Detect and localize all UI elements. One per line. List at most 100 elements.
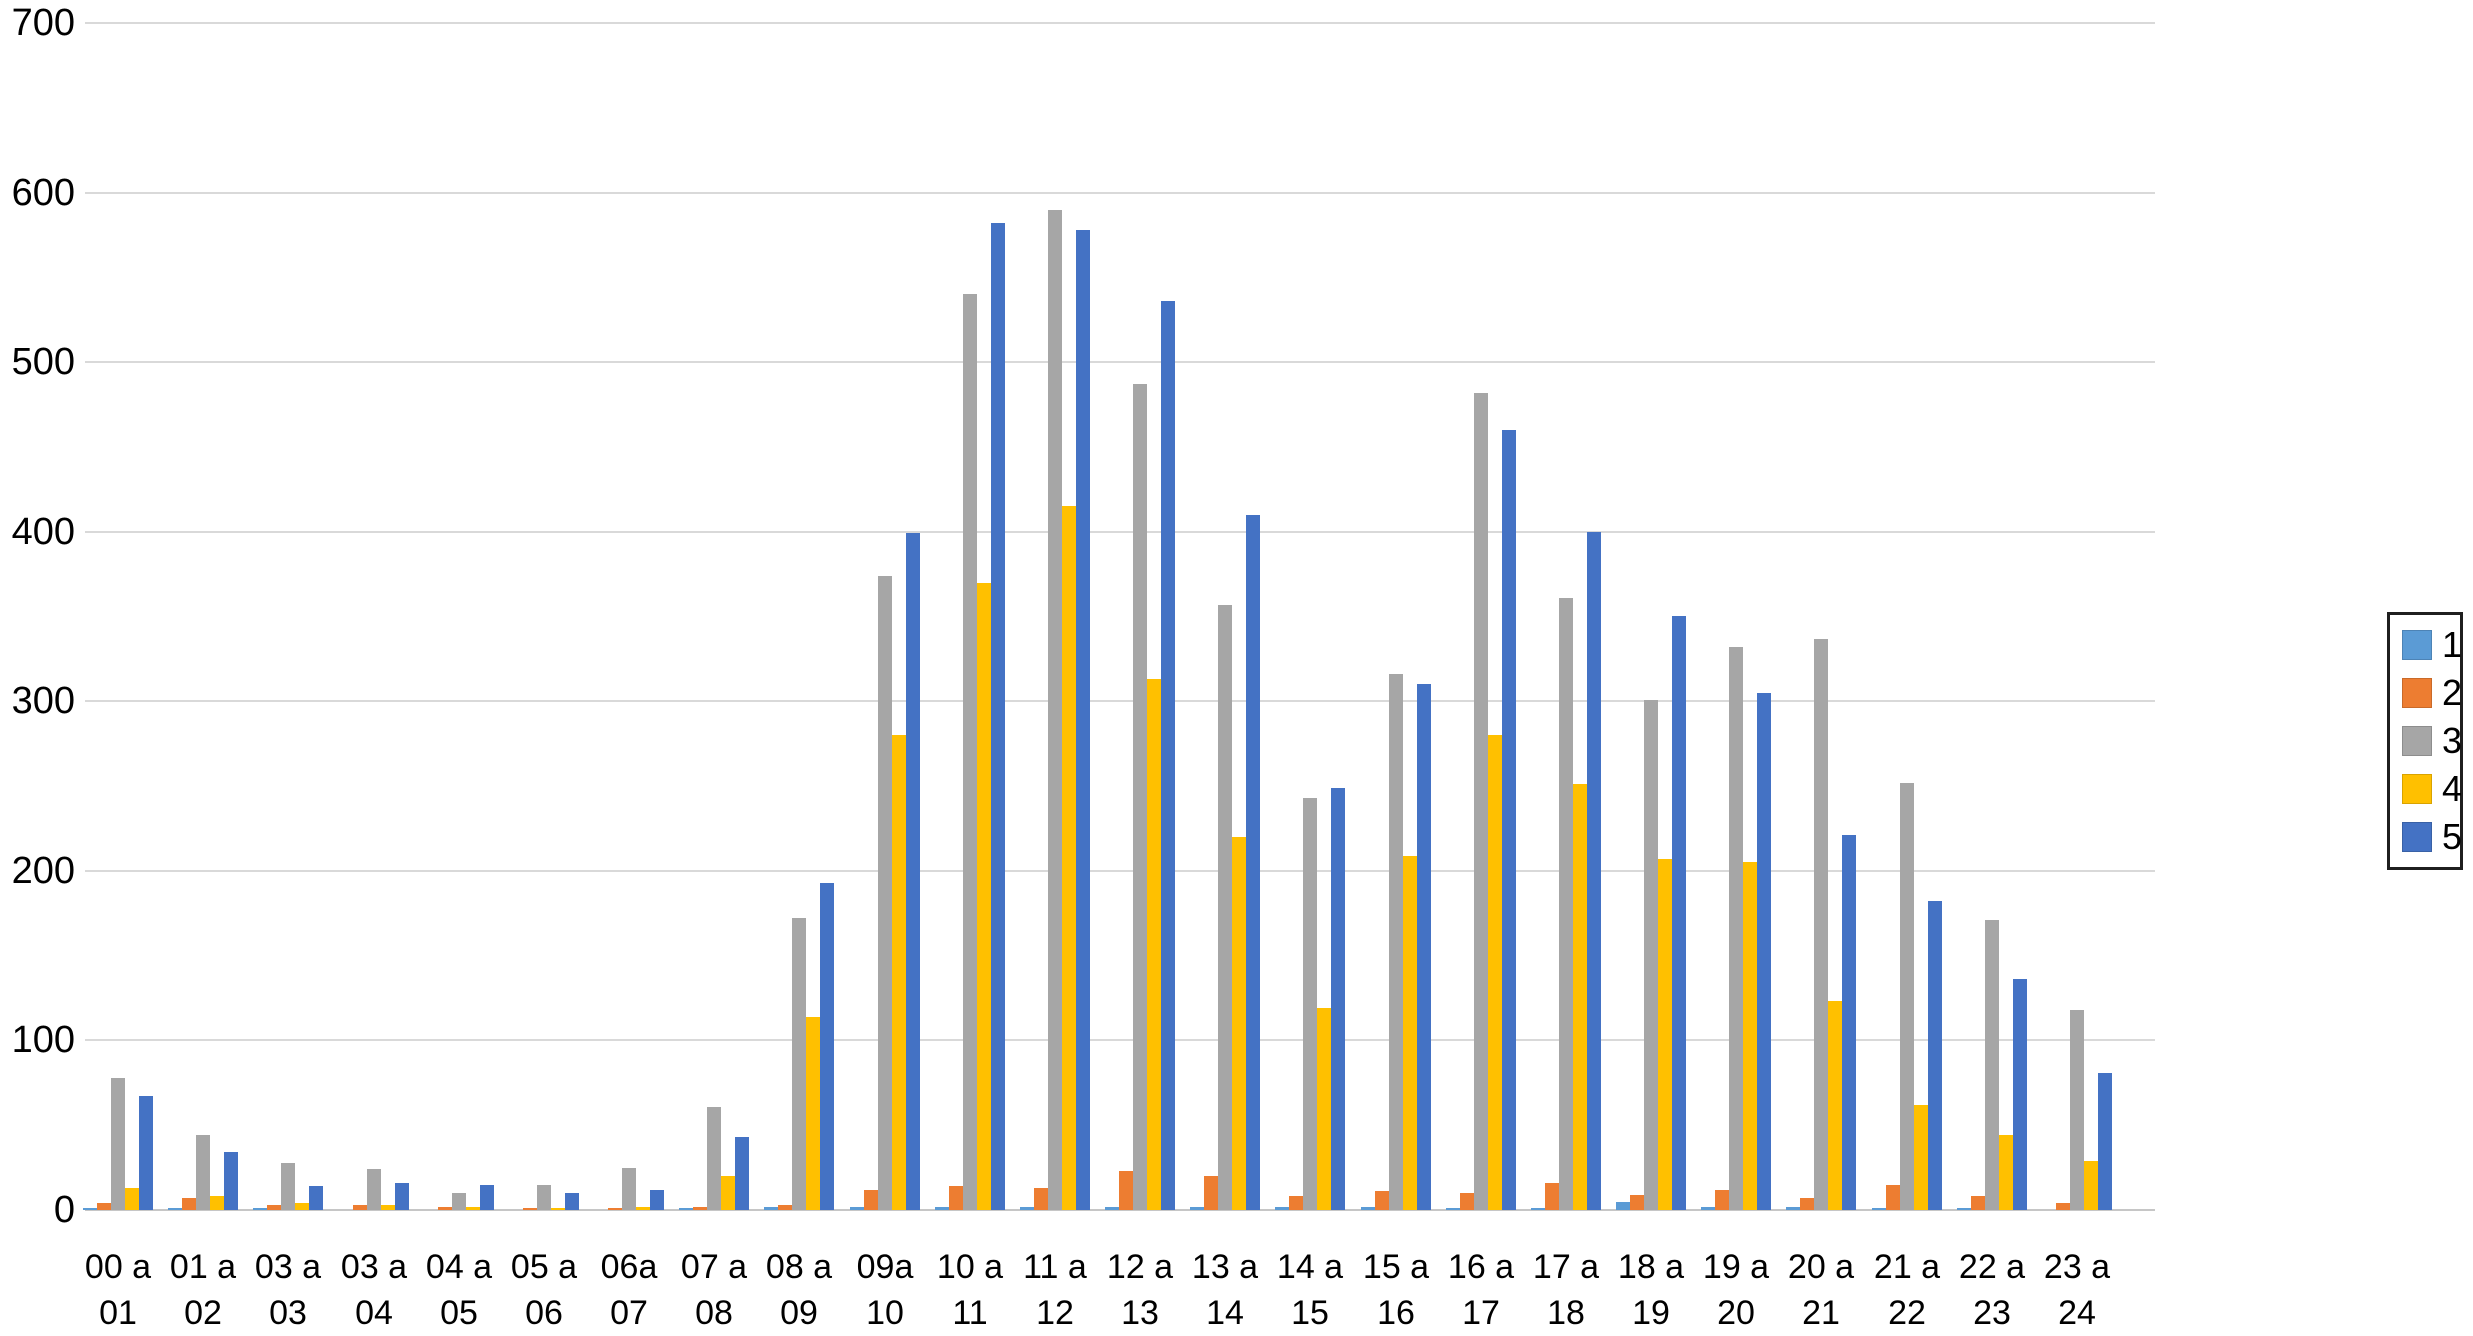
bar-series-2-group-8 (693, 1207, 707, 1210)
bar-series-4-group-6 (551, 1208, 565, 1210)
x-tick-label: 11 a 12 (1023, 1248, 1087, 1332)
bar-series-5-group-9 (820, 883, 834, 1210)
bar-series-3-group-14 (1218, 605, 1232, 1210)
legend-item-2: 2 (2394, 675, 2462, 711)
bar-series-5-group-8 (735, 1137, 749, 1210)
bar-series-4-group-12 (1062, 506, 1076, 1210)
bar-series-2-group-4 (353, 1205, 367, 1210)
bar-series-2-group-7 (608, 1208, 622, 1210)
bar-series-3-group-22 (1900, 783, 1914, 1210)
x-tick-label: 15 a 16 (1362, 1248, 1430, 1332)
bar-series-3-group-16 (1389, 674, 1403, 1210)
gridline (85, 531, 2155, 533)
x-tick-label: 21 a 22 (1873, 1248, 1941, 1332)
bar-series-2-group-9 (778, 1205, 792, 1210)
bar-series-1-group-8 (679, 1208, 693, 1210)
bar-series-4-group-4 (381, 1205, 395, 1210)
bar-series-4-group-1 (125, 1188, 139, 1210)
bar-series-2-group-24 (2056, 1203, 2070, 1210)
bar-series-3-group-23 (1985, 920, 1999, 1210)
bar-series-2-group-3 (267, 1205, 281, 1210)
gridline (85, 1039, 2155, 1041)
x-tick-label: 23 a 24 (2043, 1248, 2111, 1332)
legend-label: 1 (2442, 624, 2463, 665)
bar-series-1-group-14 (1190, 1207, 1204, 1210)
bar-series-5-group-4 (395, 1183, 409, 1210)
bar-series-5-group-10 (906, 533, 920, 1210)
bar-series-2-group-5 (438, 1207, 452, 1210)
x-tick-label: 22 a 23 (1958, 1248, 2026, 1332)
bar-series-1-group-15 (1275, 1207, 1289, 1210)
bar-series-2-group-19 (1630, 1195, 1644, 1210)
bar-series-4-group-17 (1488, 735, 1502, 1210)
x-tick-label: 05 a 06 (510, 1248, 578, 1332)
bar-series-4-group-20 (1743, 862, 1757, 1210)
bar-series-5-group-21 (1842, 835, 1856, 1210)
legend-label: 2 (2442, 672, 2463, 713)
x-tick-label: 01 a 02 (169, 1248, 237, 1332)
bar-series-2-group-14 (1204, 1176, 1218, 1210)
bar-series-4-group-9 (806, 1017, 820, 1210)
bar-series-5-group-5 (480, 1185, 494, 1210)
bar-series-3-group-7 (622, 1168, 636, 1210)
bar-series-3-group-11 (963, 294, 977, 1210)
bar-series-3-group-1 (111, 1078, 125, 1210)
bar-series-2-group-13 (1119, 1171, 1133, 1210)
legend-label: 3 (2442, 720, 2463, 761)
legend-swatch-icon (2402, 774, 2432, 804)
bar-series-4-group-13 (1147, 679, 1161, 1210)
y-tick-label: 300 (11, 680, 75, 722)
bar-series-4-group-11 (977, 583, 991, 1210)
bar-series-5-group-7 (650, 1190, 664, 1210)
y-tick-label: 200 (11, 850, 75, 892)
x-tick-label: 09a 10 (856, 1248, 914, 1332)
x-tick-label: 19 a 20 (1702, 1248, 1770, 1332)
bar-series-2-group-2 (182, 1198, 196, 1210)
bar-series-4-group-14 (1232, 837, 1246, 1210)
x-tick-label: 12 a 13 (1106, 1248, 1174, 1332)
gridline (85, 700, 2155, 702)
bar-series-2-group-10 (864, 1190, 878, 1210)
bar-series-5-group-13 (1161, 301, 1175, 1210)
bar-series-2-group-15 (1289, 1196, 1303, 1210)
gridline (85, 361, 2155, 363)
x-tick-label: 04 a 05 (425, 1248, 493, 1332)
bar-series-3-group-13 (1133, 384, 1147, 1210)
bar-series-1-group-21 (1786, 1207, 1800, 1210)
bar-series-1-group-9 (764, 1207, 778, 1210)
gridline (85, 1209, 2155, 1211)
bar-series-4-group-23 (1999, 1135, 2013, 1210)
bar-series-2-group-20 (1715, 1190, 1729, 1210)
gridline (85, 192, 2155, 194)
bar-series-4-group-7 (636, 1207, 650, 1210)
bar-series-4-group-8 (721, 1176, 735, 1210)
bar-series-1-group-23 (1957, 1208, 1971, 1210)
bar-series-5-group-1 (139, 1096, 153, 1210)
x-tick-label: 17 a 18 (1532, 1248, 1600, 1332)
bar-series-4-group-2 (210, 1196, 224, 1210)
bar-series-3-group-2 (196, 1135, 210, 1210)
bar-series-4-group-22 (1914, 1105, 1928, 1210)
bar-series-3-group-17 (1474, 393, 1488, 1210)
bar-series-4-group-19 (1658, 859, 1672, 1210)
bar-series-4-group-10 (892, 735, 906, 1210)
bar-series-3-group-20 (1729, 647, 1743, 1210)
legend-item-3: 3 (2394, 723, 2462, 759)
bar-series-3-group-12 (1048, 210, 1062, 1210)
bar-series-5-group-18 (1587, 532, 1601, 1210)
bar-series-2-group-22 (1886, 1185, 1900, 1210)
bar-series-4-group-5 (466, 1207, 480, 1210)
y-tick-label: 700 (11, 2, 75, 44)
bar-series-2-group-1 (97, 1203, 111, 1210)
bar-series-1-group-13 (1105, 1207, 1119, 1210)
bar-series-4-group-3 (295, 1203, 309, 1210)
bar-series-3-group-24 (2070, 1010, 2084, 1210)
bar-series-3-group-5 (452, 1193, 466, 1210)
bar-series-3-group-8 (707, 1107, 721, 1210)
bar-series-1-group-11 (935, 1207, 949, 1210)
bar-series-1-group-17 (1446, 1208, 1460, 1210)
x-tick-label: 08 a 09 (765, 1248, 833, 1332)
x-tick-label: 14 a 15 (1276, 1248, 1344, 1332)
x-tick-label: 10 a 11 (936, 1248, 1004, 1332)
